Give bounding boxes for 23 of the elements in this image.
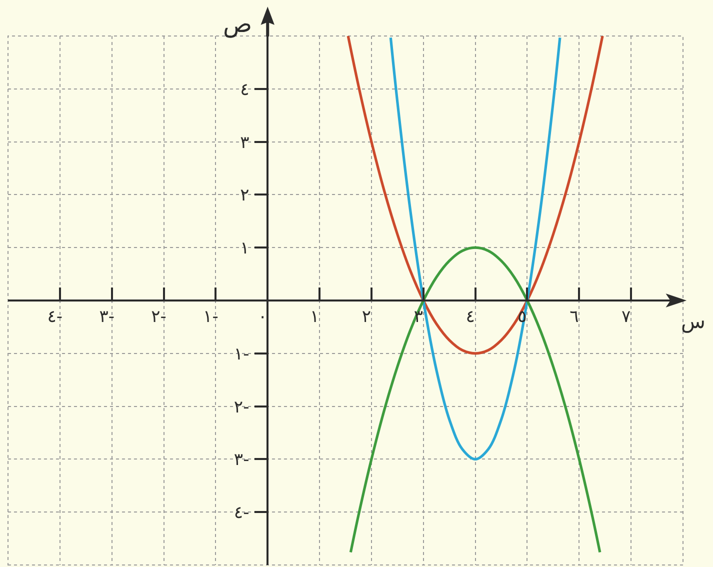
y-tick-label: ٣ (240, 132, 250, 153)
y-tick-label: ٢ (240, 186, 250, 206)
line-series (346, 36, 604, 355)
line-series (389, 36, 562, 460)
x-tick-label: ٧ (622, 306, 631, 327)
x-tick-label: ٤- (47, 306, 63, 327)
y-tick-label: ٤ (240, 80, 250, 100)
line-series (349, 246, 602, 554)
x-tick-label: ٣- (99, 306, 114, 327)
x-tick-label: ١- (203, 306, 218, 327)
x-tick-label: ٠ (258, 306, 268, 327)
y-tick-label: ٣- (234, 450, 250, 470)
y-tick-label: ٢- (234, 397, 250, 418)
y-tick-label: ١- (234, 344, 250, 364)
y-tick-label: ١ (240, 238, 250, 259)
x-tick-label: ٤ (466, 306, 475, 327)
x-tick-label: ٢ (362, 306, 372, 327)
x-tick-label: ١ (310, 306, 320, 327)
x-axis-title: س (681, 309, 706, 333)
x-tick-label: ٦ (570, 306, 579, 327)
x-tick-label: ٢- (151, 306, 166, 327)
y-axis-title: ص (223, 10, 252, 38)
y-tick-label: ٤- (234, 503, 250, 524)
